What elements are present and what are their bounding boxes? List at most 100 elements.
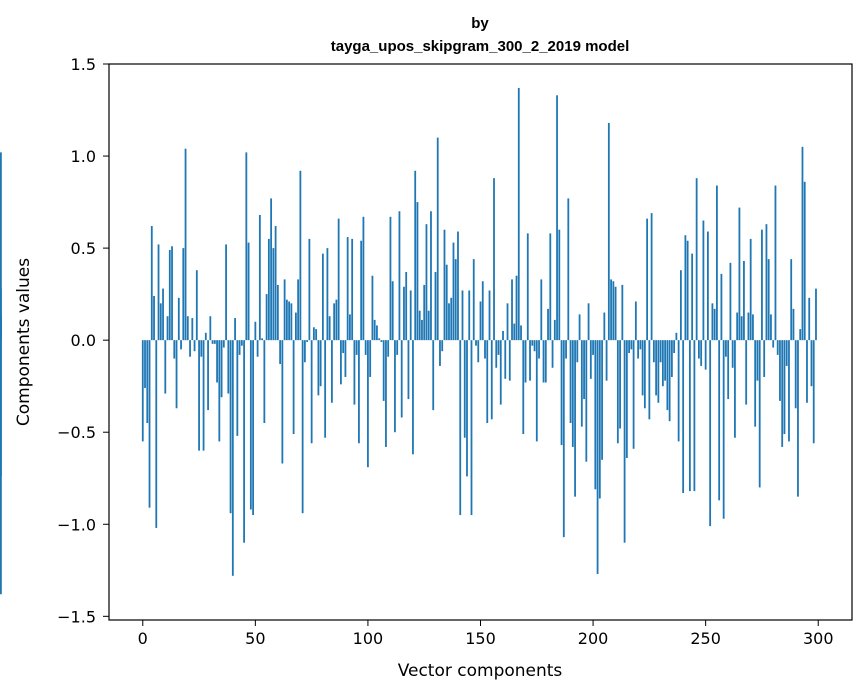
bar: [657, 340, 660, 403]
bar: [457, 231, 459, 341]
bar: [641, 340, 644, 396]
bar: [601, 340, 603, 460]
bar: [722, 340, 725, 519]
y-tick-label: 1.5: [71, 55, 96, 74]
bar: [630, 340, 633, 350]
bar: [173, 340, 176, 359]
bar: [623, 340, 626, 543]
bar: [439, 340, 441, 366]
bar: [434, 272, 437, 341]
bar: [569, 340, 572, 424]
bar: [292, 340, 295, 435]
bar: [670, 340, 673, 377]
x-tick-label: 200: [578, 629, 609, 648]
bar: [148, 340, 151, 508]
bar: [628, 340, 630, 354]
x-axis-label: Vector components: [398, 661, 563, 681]
bar: [781, 340, 784, 447]
bar: [520, 325, 522, 341]
bar: [186, 316, 189, 341]
bar: [294, 312, 297, 341]
bar: [738, 207, 741, 341]
bar: [673, 340, 676, 354]
bar: [695, 178, 698, 341]
bar: [389, 216, 392, 341]
bar: [0, 340, 2, 595]
bar: [727, 340, 730, 400]
bar: [207, 340, 209, 411]
bar: [526, 233, 529, 341]
bar: [351, 238, 354, 341]
bar: [720, 273, 723, 341]
bar: [475, 340, 477, 346]
bar: [191, 318, 194, 341]
bar: [655, 340, 658, 396]
bar: [445, 264, 448, 341]
bar: [398, 211, 401, 341]
bar: [252, 340, 254, 516]
bar: [468, 290, 471, 341]
bar: [558, 229, 561, 341]
bar: [466, 340, 468, 477]
bar: [535, 340, 538, 442]
bar: [754, 340, 757, 427]
bar: [436, 137, 439, 341]
bar: [310, 340, 313, 444]
bar: [346, 237, 349, 341]
bar: [711, 303, 714, 341]
bar: [430, 211, 432, 341]
bar: [337, 218, 340, 341]
bar: [249, 340, 252, 510]
bar: [297, 279, 300, 341]
bar: [245, 152, 248, 341]
bar: [650, 213, 653, 341]
bar: [702, 220, 705, 341]
bar: [574, 340, 576, 497]
bar: [162, 288, 164, 341]
bar: [180, 340, 182, 350]
bar: [373, 319, 376, 341]
bar: [299, 170, 302, 341]
bar: [583, 340, 585, 400]
bar: [607, 122, 610, 341]
bar: [686, 240, 689, 341]
bar: [326, 248, 329, 341]
bar: [718, 340, 721, 501]
bar: [493, 178, 495, 341]
bar: [761, 229, 763, 341]
bar: [756, 340, 759, 381]
bar: [229, 340, 232, 514]
bar: [362, 216, 365, 341]
y-tick-label: 0.5: [71, 239, 96, 258]
bar: [150, 226, 153, 341]
bar: [556, 95, 558, 341]
bar: [204, 332, 207, 341]
bar: [443, 229, 446, 341]
bar: [565, 340, 567, 359]
bar: [488, 290, 491, 341]
bar: [261, 338, 263, 341]
bar: [349, 314, 351, 341]
bar: [729, 262, 732, 341]
bar: [553, 319, 556, 341]
bar: [421, 319, 423, 341]
bar: [331, 340, 333, 403]
x-tick-label: 0: [138, 629, 148, 648]
bar: [182, 248, 185, 341]
bar: [562, 340, 565, 538]
bar: [270, 198, 273, 341]
bar: [306, 340, 309, 342]
bar: [797, 340, 799, 497]
bar: [634, 301, 637, 341]
bar: [497, 340, 500, 355]
bar: [803, 181, 806, 341]
bar: [567, 198, 570, 341]
x-tick-label: 250: [690, 629, 721, 648]
bar: [328, 316, 331, 341]
bar: [267, 238, 270, 341]
bar: [767, 259, 770, 341]
bar: [542, 340, 545, 383]
bar: [378, 338, 381, 341]
bar: [240, 340, 243, 346]
bar: [547, 308, 549, 341]
